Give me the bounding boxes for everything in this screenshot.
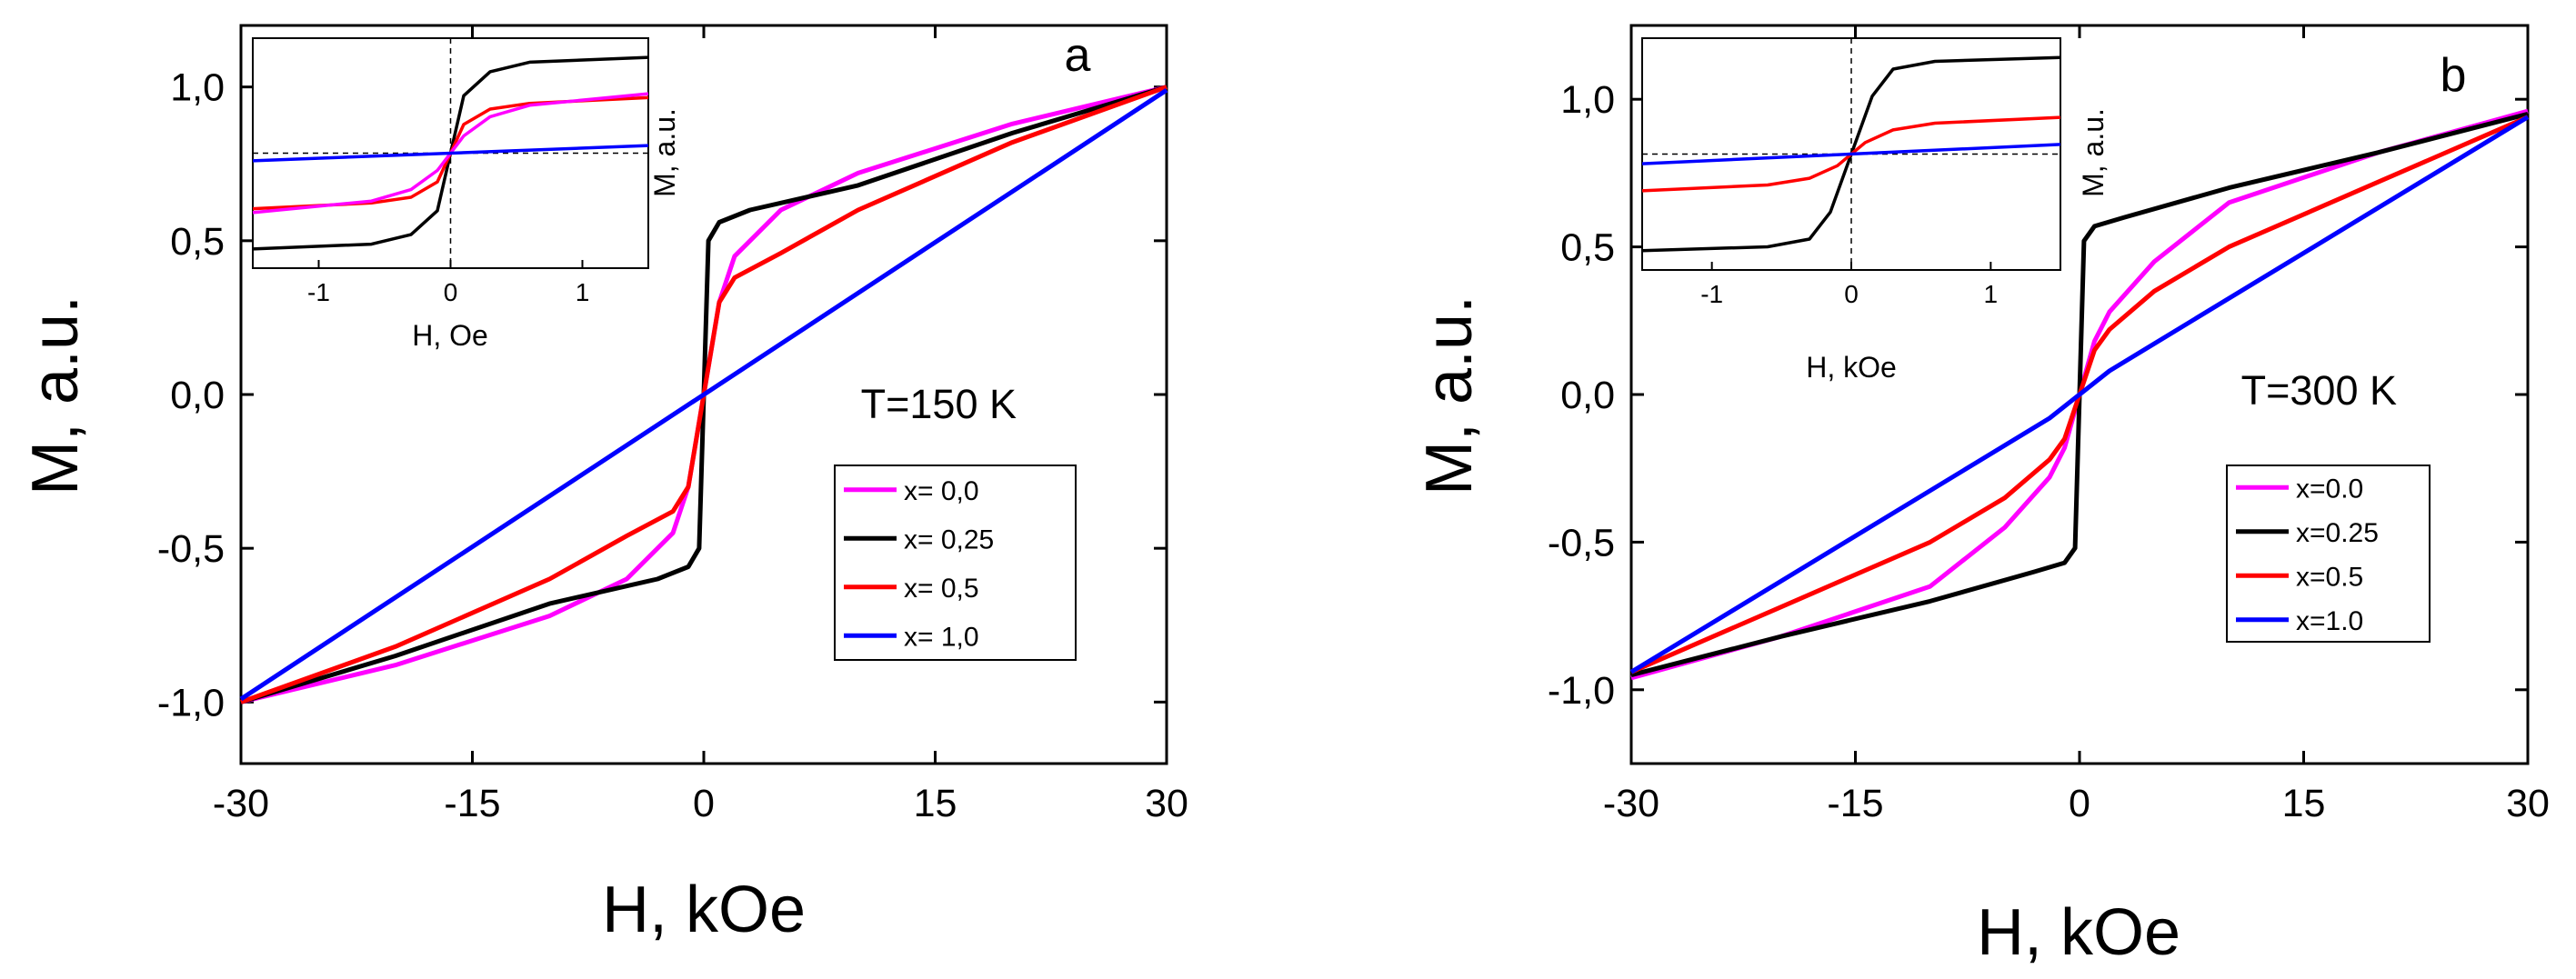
temperature-label: T=300 K: [2241, 367, 2397, 414]
inset-panel: -1 0 1 H, Oe M, a.u.: [252, 37, 681, 352]
inset-x-axis-title: H, kOe: [1806, 351, 1897, 384]
x-tick-label: -15: [444, 782, 500, 825]
inset-x-tick-label: 1: [576, 278, 590, 306]
x-tick-label: 15: [914, 782, 957, 825]
y-axis-title: M, a.u.: [19, 295, 92, 495]
x-tick-label: 30: [2506, 782, 2550, 825]
y-tick-label: 1,0: [1560, 78, 1615, 122]
y-tick-label: -1,0: [1548, 669, 1615, 713]
x-tick-label: 15: [2282, 782, 2326, 825]
y-tick-label: -0,5: [1548, 521, 1615, 564]
inset-series-line: [1641, 143, 2061, 165]
y-tick-label: 0,0: [170, 374, 225, 417]
series-line: [239, 88, 1168, 702]
y-tick-label: 1,0: [170, 66, 225, 110]
series-line: [1629, 115, 2530, 674]
x-tick-label: -30: [1603, 782, 1659, 825]
y-tick-label: -0,5: [157, 527, 225, 571]
x-axis-title: H, kOe: [602, 874, 806, 946]
inset-x-tick-label: 0: [444, 278, 458, 306]
x-tick-label: 30: [1145, 782, 1188, 825]
chart-panel-a: -30 -15 0 15 30 -1,0 -0,5 0,0 0,5 1,0 H, kOe M, a.u…: [19, 24, 1188, 946]
legend-label: x= 0,0: [904, 476, 979, 506]
inset-panel: -1 0 1 H, kOe M, a.u.: [1641, 37, 2110, 384]
x-tick-label: -30: [213, 782, 269, 825]
x-tick-label: -15: [1827, 782, 1883, 825]
panel-letter: a: [1065, 29, 1091, 82]
legend-label: x=0.5: [2296, 562, 2363, 592]
y-tick-label: -1,0: [157, 681, 225, 724]
legend-label: x=0.0: [2296, 474, 2363, 504]
legend-label: x= 1,0: [904, 622, 979, 652]
x-axis-title: H, kOe: [1977, 896, 2180, 969]
legend-label: x=0.25: [2296, 518, 2379, 548]
inset-x-tick-label: -1: [1700, 280, 1723, 308]
chart-panel-b: -30 -15 0 15 30 -1,0 -0,5 0,0 0,5 1,0 H, kOe M, a.u…: [1413, 24, 2550, 969]
y-tick-label: 0,0: [1560, 374, 1615, 417]
y-axis-title: M, a.u.: [1413, 295, 1486, 495]
y-tick-label: 0,5: [170, 220, 225, 264]
temperature-label: T=150 K: [861, 381, 1017, 427]
inset-y-axis-title: M, a.u.: [2077, 108, 2110, 197]
inset-x-tick-label: 1: [1984, 280, 1999, 308]
legend-label: x=1.0: [2296, 606, 2363, 636]
legend-box: [834, 465, 1077, 661]
inset-series-line: [252, 144, 649, 163]
x-tick-label: 0: [693, 782, 715, 825]
inset-x-axis-title: H, Oe: [412, 319, 488, 352]
legend-label: x= 0,5: [904, 574, 979, 604]
inset-y-axis-title: M, a.u.: [648, 108, 681, 197]
inset-x-tick-label: -1: [307, 278, 330, 306]
legend-box: [2226, 465, 2431, 643]
y-tick-label: 0,5: [1560, 226, 1615, 270]
inset-x-tick-label: 0: [1844, 280, 1859, 308]
legend-label: x= 0,25: [904, 524, 994, 554]
panel-letter: b: [2441, 49, 2467, 102]
x-tick-label: 0: [2069, 782, 2090, 825]
